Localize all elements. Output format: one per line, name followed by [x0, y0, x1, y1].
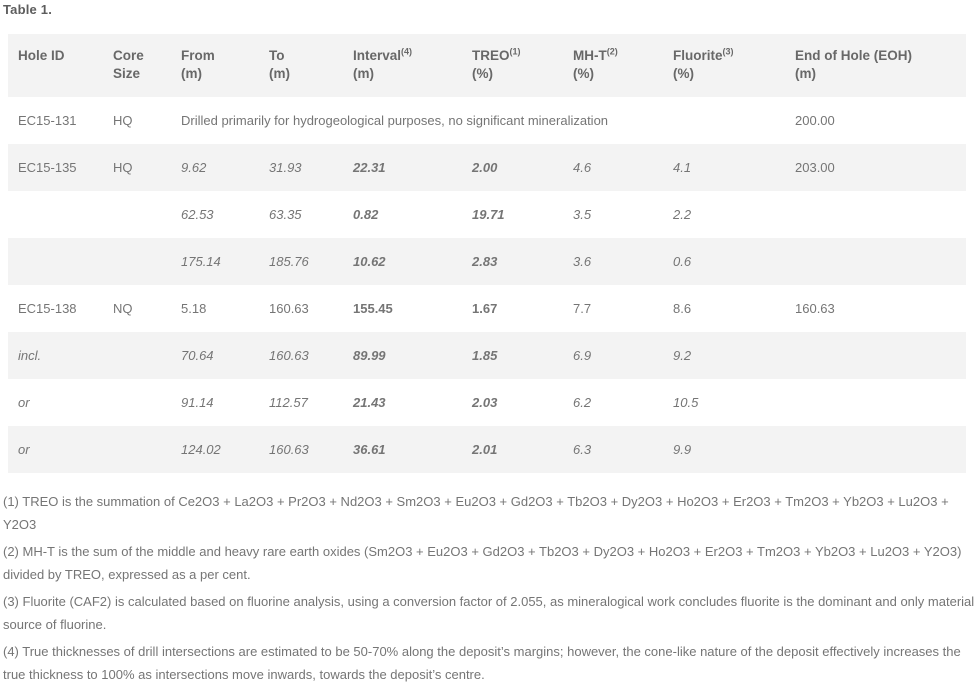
- cell-fluorite: 4.1: [673, 160, 692, 175]
- cell-from: 91.14: [181, 395, 214, 410]
- footnote-3: (3) Fluorite (CAF2) is calculated based …: [3, 594, 975, 632]
- cell-fluorite: 8.6: [673, 301, 692, 316]
- cell-to: 31.93: [269, 160, 302, 175]
- table-body: EC15-131 HQ Drilled primarily for hydrogeo…: [8, 97, 966, 473]
- cell-core-size: [113, 191, 181, 238]
- cell-fluorite: 9.2: [673, 348, 692, 363]
- cell-to: 160.63: [269, 348, 309, 363]
- cell-eoh: [795, 238, 966, 285]
- cell-to: 160.63: [269, 442, 309, 457]
- cell-from: 9.62: [181, 160, 207, 175]
- cell-interval: 155.45: [353, 301, 393, 316]
- cell-mht: 3.5: [573, 207, 592, 222]
- cell-interval: 36.61: [353, 442, 386, 457]
- cell-from: 5.18: [181, 301, 207, 316]
- table-row: EC15-138 NQ 5.18 160.63 155.45 1.67 7.7 8.6 160.…: [8, 285, 966, 332]
- cell-eoh: 203.00: [795, 160, 835, 175]
- cell-mht: 6.3: [573, 442, 592, 457]
- cell-treo: 1.67: [472, 301, 498, 316]
- table-row: incl. 70.64 160.63 89.99 1.85 6.9 9.2: [8, 332, 966, 379]
- col-header-from: From (m): [181, 34, 269, 97]
- cell-core-size: [113, 238, 181, 285]
- cell-hole-id: [8, 191, 113, 238]
- cell-interval: 21.43: [353, 395, 386, 410]
- cell-to: 112.57: [269, 395, 308, 410]
- cell-interval: 22.31: [353, 160, 386, 175]
- cell-eoh: [795, 426, 966, 473]
- cell-core-size: [113, 332, 181, 379]
- table-row: EC15-131 HQ Drilled primarily for hydrogeo…: [8, 97, 966, 144]
- col-header-eoh: End of Hole (EOH) (m): [795, 34, 966, 97]
- cell-note: Drilled primarily for hydrogeological pu…: [181, 113, 609, 128]
- cell-fluorite: 2.2: [673, 207, 692, 222]
- col-header-mht: MH-T(2) (%): [573, 34, 673, 97]
- cell-treo: 1.85: [472, 348, 498, 363]
- col-header-hole_id: Hole ID: [8, 34, 113, 97]
- cell-core-size: [113, 426, 181, 473]
- table-row: or 124.02 160.63 36.61 2.01 6.3 9.9: [8, 426, 966, 473]
- cell-treo: 2.01: [472, 442, 498, 457]
- col-header-core_size: Core Size: [113, 34, 181, 97]
- col-header-treo: TREO(1) (%): [472, 34, 573, 97]
- cell-interval: 89.99: [353, 348, 386, 363]
- cell-from: 62.53: [181, 207, 214, 222]
- table-row: 175.14 185.76 10.62 2.83 3.6 0.6: [8, 238, 966, 285]
- cell-fluorite: 0.6: [673, 254, 692, 269]
- cell-treo: 2.03: [472, 395, 498, 410]
- cell-eoh: 200.00: [795, 113, 835, 128]
- cell-core-size: [113, 379, 181, 426]
- table-row: 62.53 63.35 0.82 19.71 3.5 2.2: [8, 191, 966, 238]
- cell-eoh: [795, 379, 966, 426]
- cell-core-size: HQ: [113, 113, 133, 128]
- cell-mht: 6.9: [573, 348, 592, 363]
- cell-treo: 2.83: [472, 254, 498, 269]
- cell-mht: 4.6: [573, 160, 592, 175]
- footnote-2: (2) MH-T is the sum of the middle and he…: [3, 544, 962, 582]
- col-header-fluorite: Fluorite(3) (%): [673, 34, 795, 97]
- footnote-1: (1) TREO is the summation of Ce2O3 + La2…: [3, 494, 949, 532]
- table-header-row: Hole ID Core Size From (m) To (m) Interval(4) (m…: [8, 34, 966, 97]
- cell-to: 160.63: [269, 301, 309, 316]
- cell-eoh: 160.63: [795, 301, 835, 316]
- cell-hole-id: [8, 238, 113, 285]
- cell-hole-id: EC15-135: [18, 160, 77, 175]
- cell-hole-id: or: [18, 395, 30, 410]
- footnotes: (1) TREO is the summation of Ce2O3 + La2…: [3, 490, 975, 686]
- cell-mht: 6.2: [573, 395, 592, 410]
- cell-from: 124.02: [181, 442, 221, 457]
- table-row: or 91.14 112.57 21.43 2.03 6.2 10.5: [8, 379, 966, 426]
- cell-eoh: [795, 191, 966, 238]
- cell-fluorite: 10.5: [673, 395, 699, 410]
- cell-mht: 3.6: [573, 254, 592, 269]
- cell-from: 175.14: [181, 254, 221, 269]
- cell-core-size: HQ: [113, 160, 133, 175]
- footnote-4: (4) True thicknesses of drill intersecti…: [3, 644, 961, 682]
- table-header: Hole ID Core Size From (m) To (m) Interval(4) (m…: [8, 34, 966, 97]
- cell-core-size: NQ: [113, 301, 133, 316]
- cell-hole-id: EC15-138: [18, 301, 77, 316]
- cell-from: 70.64: [181, 348, 214, 363]
- cell-to: 63.35: [269, 207, 302, 222]
- cell-eoh: [795, 332, 966, 379]
- cell-treo: 19.71: [472, 207, 505, 222]
- table-row: EC15-135 HQ 9.62 31.93 22.31 2.00 4.6 4.1 203.00: [8, 144, 966, 191]
- cell-interval: 10.62: [353, 254, 386, 269]
- cell-hole-id: incl.: [18, 348, 42, 363]
- cell-hole-id: EC15-131: [18, 113, 77, 128]
- col-header-interval: Interval(4) (m): [353, 34, 472, 97]
- col-header-to: To (m): [269, 34, 353, 97]
- cell-hole-id: or: [18, 442, 30, 457]
- cell-to: 185.76: [269, 254, 309, 269]
- table-title: Table 1.: [3, 2, 53, 17]
- cell-mht: 7.7: [573, 301, 592, 316]
- cell-fluorite: 9.9: [673, 442, 692, 457]
- cell-interval: 0.82: [353, 207, 379, 222]
- cell-treo: 2.00: [472, 160, 498, 175]
- drill-results-table: Hole ID Core Size From (m) To (m) Interval(4) (m…: [8, 34, 966, 473]
